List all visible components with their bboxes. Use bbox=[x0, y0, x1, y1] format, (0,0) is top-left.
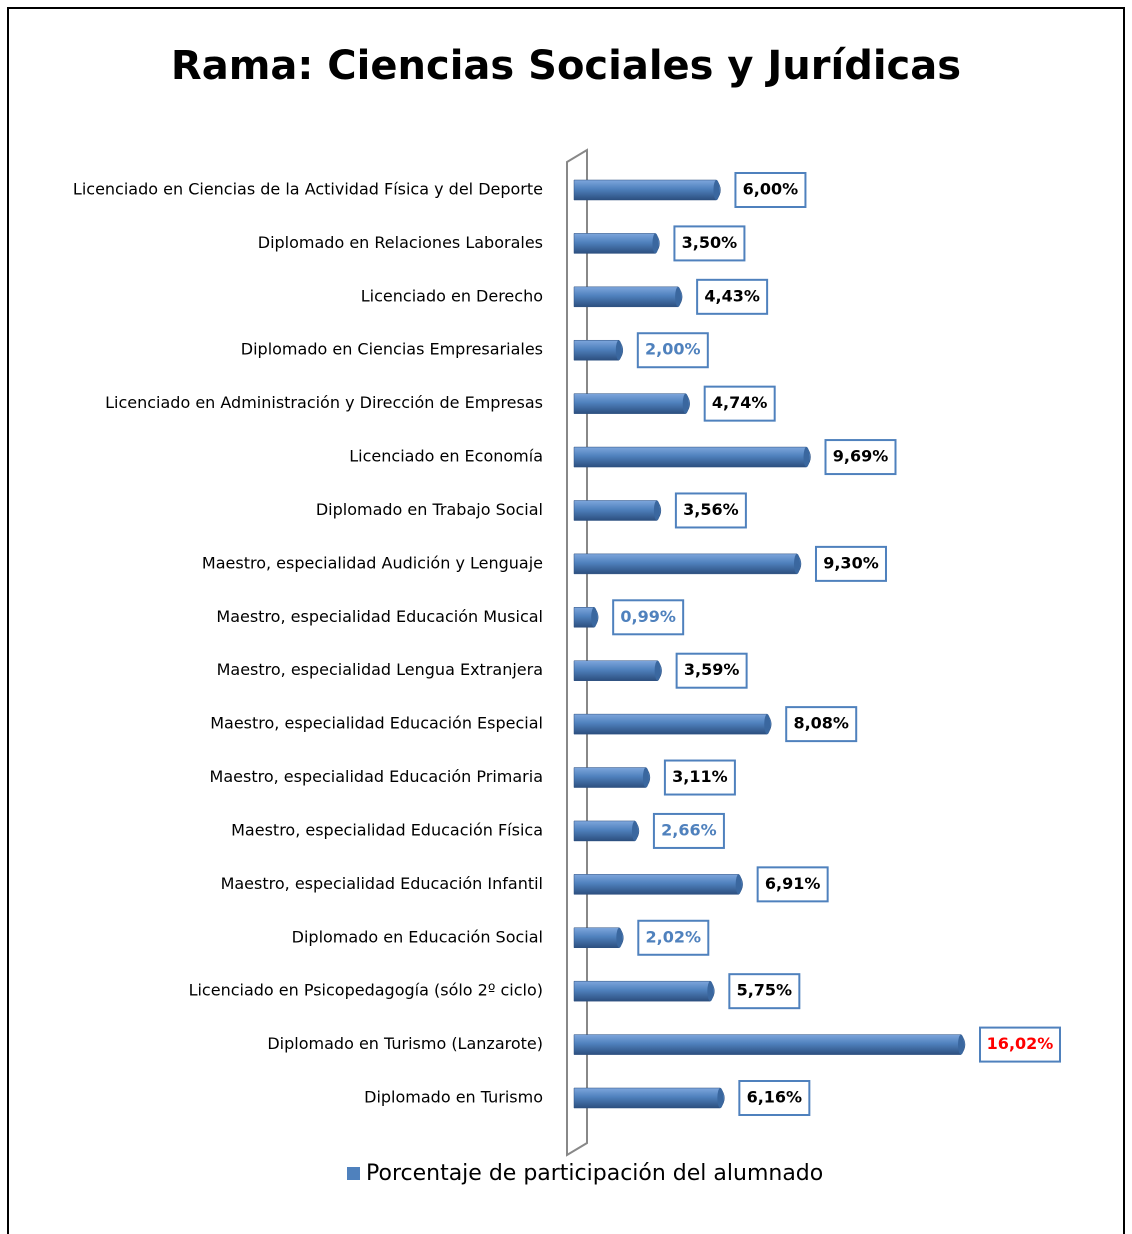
bar-cap bbox=[652, 233, 659, 254]
value-label-box bbox=[703, 385, 776, 422]
value-label: 4,43% bbox=[704, 286, 760, 305]
bar bbox=[573, 927, 624, 949]
bar-cap bbox=[616, 927, 623, 948]
value-label: 9,30% bbox=[823, 553, 879, 572]
bar-cap bbox=[631, 820, 638, 841]
category-label: Licenciado en Economía bbox=[349, 447, 543, 466]
value-label: 0,99% bbox=[620, 607, 676, 626]
value-label-box bbox=[674, 492, 747, 529]
category-label: Maestro, especialidad Educación Especial bbox=[210, 714, 543, 733]
value-label: 16,02% bbox=[987, 1034, 1054, 1053]
bar-cap bbox=[803, 447, 810, 468]
bar bbox=[573, 980, 715, 1002]
value-label-box bbox=[738, 1080, 811, 1116]
value-label-box bbox=[637, 919, 710, 956]
category-label: Maestro, especialidad Educación Infantil bbox=[221, 874, 543, 893]
value-label-box bbox=[663, 759, 736, 796]
legend-swatch bbox=[347, 1167, 360, 1180]
value-label: 3,11% bbox=[672, 767, 728, 786]
category-label: Maestro, especialidad Educación Primaria bbox=[210, 767, 543, 786]
bar bbox=[573, 660, 662, 681]
value-label-box bbox=[652, 812, 725, 849]
bar bbox=[573, 233, 660, 254]
bar bbox=[573, 286, 683, 308]
category-label: Licenciado en Derecho bbox=[361, 286, 543, 305]
bar-cap bbox=[735, 874, 742, 895]
category-label: Licenciado en Psicopedagogía (sólo 2º ci… bbox=[189, 981, 543, 1000]
value-label-box bbox=[824, 439, 897, 476]
bar-cap bbox=[958, 1034, 964, 1055]
bar-cap bbox=[615, 340, 622, 361]
value-label-box bbox=[696, 278, 769, 315]
bar bbox=[573, 767, 651, 788]
value-label: 6,00% bbox=[743, 180, 799, 199]
value-label: 3,59% bbox=[684, 660, 740, 679]
value-label: 3,56% bbox=[683, 500, 739, 519]
category-label: Maestro, especialidad Educación Física bbox=[231, 820, 543, 839]
bar bbox=[573, 1087, 725, 1109]
bar-cap bbox=[675, 286, 682, 307]
value-label: 2,66% bbox=[661, 820, 717, 839]
category-label: Licenciado en Ciencias de la Actividad F… bbox=[73, 180, 543, 199]
value-label: 3,50% bbox=[682, 233, 738, 252]
value-label-box bbox=[785, 706, 858, 743]
value-label-box bbox=[675, 652, 748, 689]
value-label: 8,08% bbox=[793, 714, 849, 733]
value-label-box bbox=[636, 332, 709, 369]
bar-cap bbox=[642, 767, 649, 788]
bar-cap bbox=[793, 553, 800, 574]
bar-cap bbox=[717, 1088, 724, 1108]
value-label: 6,91% bbox=[765, 874, 821, 893]
value-label: 2,00% bbox=[645, 340, 701, 359]
category-label: Diplomado en Relaciones Laborales bbox=[258, 233, 543, 252]
bar bbox=[573, 179, 721, 201]
category-label: Maestro, especialidad Audición y Lenguaj… bbox=[202, 553, 543, 572]
value-label: 2,02% bbox=[646, 927, 702, 946]
category-label: Diplomado en Educación Social bbox=[292, 927, 543, 946]
value-label-box bbox=[728, 973, 801, 1010]
bar-cap bbox=[713, 180, 720, 200]
value-label: 4,74% bbox=[712, 393, 768, 412]
value-label: 9,69% bbox=[833, 447, 889, 466]
category-label: Diplomado en Turismo (Lanzarote) bbox=[267, 1034, 543, 1053]
bar-cap bbox=[682, 393, 689, 414]
value-label: 6,16% bbox=[747, 1088, 803, 1107]
value-label-box bbox=[734, 172, 807, 208]
bar-cap bbox=[653, 500, 660, 521]
bar bbox=[573, 339, 624, 361]
value-label: 5,75% bbox=[737, 981, 793, 1000]
category-label: Diplomado en Trabajo Social bbox=[316, 500, 543, 519]
value-label-box bbox=[756, 866, 829, 903]
bar-cap bbox=[591, 607, 598, 628]
bar bbox=[573, 713, 772, 735]
category-label: Diplomado en Turismo bbox=[364, 1088, 543, 1107]
bar bbox=[573, 874, 743, 895]
value-label-box bbox=[673, 225, 746, 262]
bar-cap bbox=[707, 981, 714, 1002]
category-label: Diplomado en Ciencias Empresariales bbox=[241, 340, 543, 359]
bar bbox=[573, 446, 811, 468]
bar-cap bbox=[654, 660, 661, 681]
bar bbox=[573, 820, 640, 842]
bar bbox=[573, 553, 802, 575]
bar bbox=[573, 1034, 966, 1055]
bar-cap bbox=[764, 714, 771, 735]
value-label-box bbox=[814, 545, 887, 582]
category-label: Maestro, especialidad Lengua Extranjera bbox=[217, 660, 543, 679]
legend-label: Porcentaje de participación del alumnado bbox=[366, 1161, 823, 1186]
category-label: Maestro, especialidad Educación Musical bbox=[216, 607, 543, 626]
bar bbox=[573, 500, 662, 521]
bar bbox=[573, 393, 690, 414]
value-label-box bbox=[979, 1026, 1061, 1063]
value-label-box bbox=[612, 599, 685, 636]
chart-title: Rama: Ciencias Sociales y Jurídicas bbox=[171, 43, 961, 89]
category-label: Licenciado en Administración y Dirección… bbox=[105, 393, 543, 412]
